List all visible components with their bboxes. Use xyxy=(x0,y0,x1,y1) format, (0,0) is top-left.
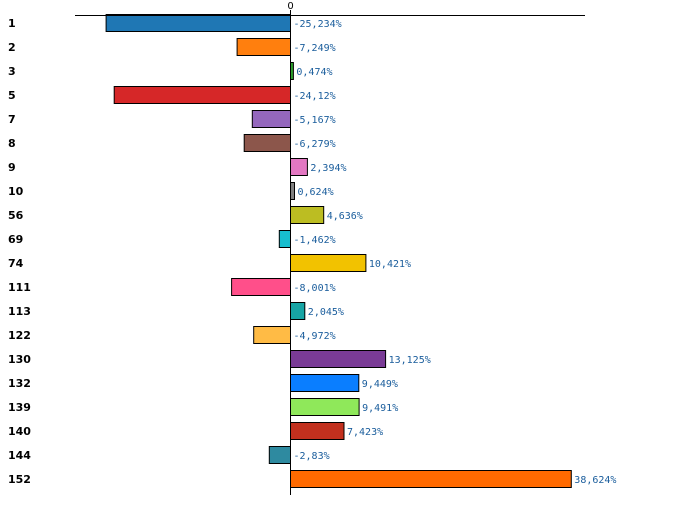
value-label-5: -24,12% xyxy=(294,91,336,102)
value-label-140: 7,423% xyxy=(347,427,383,438)
value-label-69: -1,462% xyxy=(294,235,336,246)
bar-122 xyxy=(253,326,291,344)
zero-tick-label: 0 xyxy=(287,1,293,12)
category-label-10: 10 xyxy=(8,185,24,198)
category-label-9: 9 xyxy=(8,161,16,174)
category-label-132: 132 xyxy=(8,377,31,390)
value-label-122: -4,972% xyxy=(294,331,336,342)
bar-74 xyxy=(290,254,367,272)
category-label-111: 111 xyxy=(8,281,31,294)
category-label-1: 1 xyxy=(8,17,16,30)
value-label-10: 0,624% xyxy=(298,187,334,198)
value-label-9: 2,394% xyxy=(310,163,346,174)
bar-152 xyxy=(290,470,572,488)
value-label-111: -8,001% xyxy=(294,283,336,294)
value-label-8: -6,279% xyxy=(294,139,336,150)
category-label-8: 8 xyxy=(8,137,16,150)
bar-9 xyxy=(290,158,308,176)
category-label-5: 5 xyxy=(8,89,16,102)
category-label-69: 69 xyxy=(8,233,23,246)
category-label-7: 7 xyxy=(8,113,16,126)
value-label-113: 2,045% xyxy=(308,307,344,318)
value-label-152: 38,624% xyxy=(574,475,616,486)
value-label-130: 13,125% xyxy=(389,355,431,366)
bar-56 xyxy=(290,206,325,224)
bar-130 xyxy=(290,350,387,368)
bars-layer xyxy=(105,14,572,488)
category-label-56: 56 xyxy=(8,209,24,222)
bar-113 xyxy=(290,302,306,320)
bar-132 xyxy=(290,374,360,392)
value-label-3: 0,474% xyxy=(296,67,332,78)
value-label-139: 9,491% xyxy=(362,403,398,414)
bar-140 xyxy=(290,422,345,440)
labels-layer: 1 -25,234% 2 -7,249% 3 0,474% 5 -24,12% 7 -5,167%… xyxy=(8,17,616,486)
category-label-130: 130 xyxy=(8,353,31,366)
bar-5 xyxy=(113,86,291,104)
bar-139 xyxy=(290,398,360,416)
category-label-3: 3 xyxy=(8,65,16,78)
bar-8 xyxy=(243,134,291,152)
category-label-74: 74 xyxy=(8,257,24,270)
category-label-2: 2 xyxy=(8,41,16,54)
bar-69 xyxy=(278,230,291,248)
value-label-74: 10,421% xyxy=(369,259,411,270)
value-label-7: -5,167% xyxy=(294,115,336,126)
category-label-139: 139 xyxy=(8,401,31,414)
bar-7 xyxy=(251,110,292,128)
category-label-144: 144 xyxy=(8,449,31,462)
value-label-2: -7,249% xyxy=(294,43,336,54)
category-label-122: 122 xyxy=(8,329,31,342)
value-label-56: 4,636% xyxy=(327,211,363,222)
category-label-140: 140 xyxy=(8,425,31,438)
bar-10 xyxy=(290,182,295,200)
category-label-152: 152 xyxy=(8,473,31,486)
bar-2 xyxy=(236,38,292,56)
category-label-113: 113 xyxy=(8,305,31,318)
value-label-1: -25,234% xyxy=(294,19,342,30)
bar-1 xyxy=(105,14,291,32)
value-label-132: 9,449% xyxy=(362,379,398,390)
value-label-144: -2,83% xyxy=(294,451,330,462)
bar-144 xyxy=(268,446,291,464)
bar-111 xyxy=(231,278,292,296)
